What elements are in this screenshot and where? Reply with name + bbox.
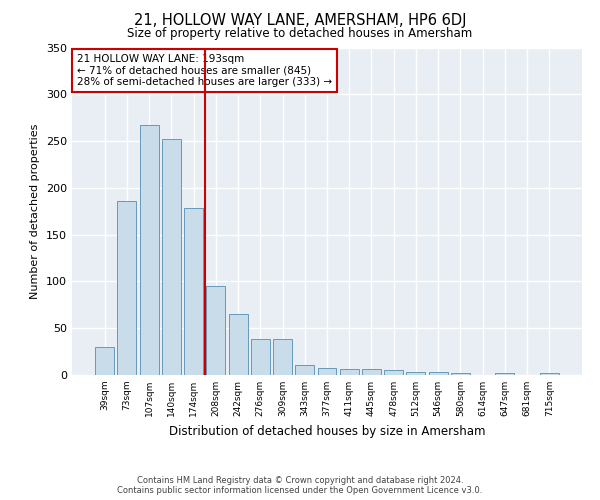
Bar [184,208,203,375]
Bar [496,373,514,375]
Bar [273,338,292,375]
Bar [229,314,248,375]
Bar [540,373,559,375]
Bar [95,347,114,375]
Bar [340,370,359,375]
Text: 21, HOLLOW WAY LANE, AMERSHAM, HP6 6DJ: 21, HOLLOW WAY LANE, AMERSHAM, HP6 6DJ [134,12,466,28]
X-axis label: Distribution of detached houses by size in Amersham: Distribution of detached houses by size … [169,424,485,438]
Bar [140,125,158,375]
Bar [162,139,181,375]
Bar [451,373,470,375]
Bar [406,372,425,375]
Bar [295,364,314,375]
Text: Contains HM Land Registry data © Crown copyright and database right 2024.
Contai: Contains HM Land Registry data © Crown c… [118,476,482,495]
Bar [317,368,337,375]
Bar [362,370,381,375]
Bar [206,286,225,375]
Text: 21 HOLLOW WAY LANE: 193sqm
← 71% of detached houses are smaller (845)
28% of sem: 21 HOLLOW WAY LANE: 193sqm ← 71% of deta… [77,54,332,87]
Y-axis label: Number of detached properties: Number of detached properties [31,124,40,299]
Bar [384,370,403,375]
Bar [251,338,270,375]
Text: Size of property relative to detached houses in Amersham: Size of property relative to detached ho… [127,28,473,40]
Bar [429,372,448,375]
Bar [118,201,136,375]
